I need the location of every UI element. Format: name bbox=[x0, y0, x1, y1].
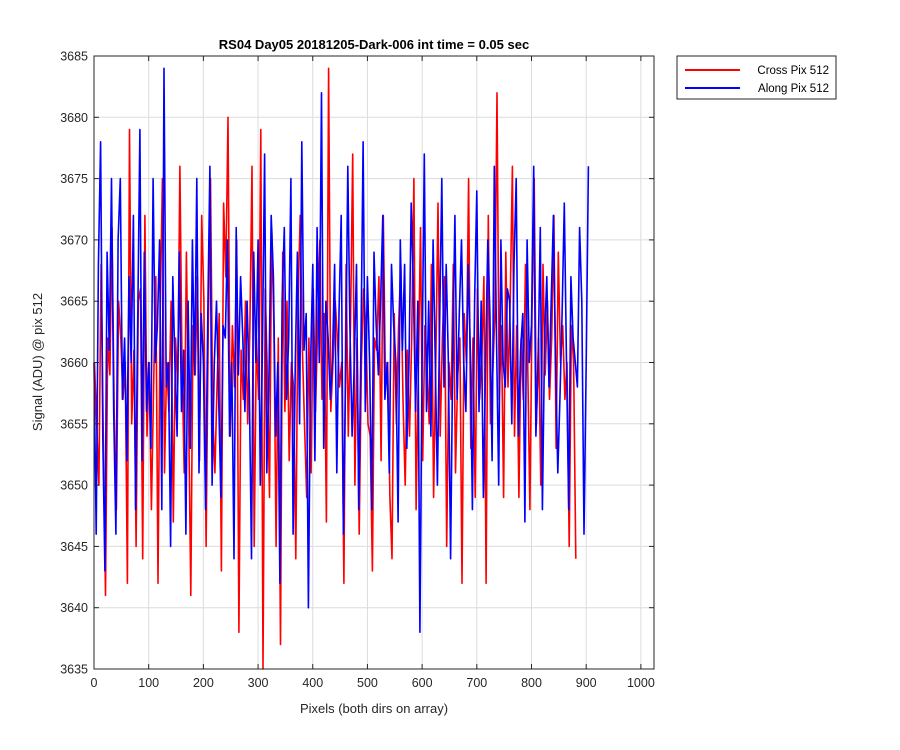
y-tick-label: 3660 bbox=[60, 356, 88, 370]
x-tick-label: 600 bbox=[412, 676, 433, 690]
y-tick-label: 3685 bbox=[60, 50, 88, 64]
y-tick-label: 3665 bbox=[60, 295, 88, 309]
y-tick-label: 3635 bbox=[60, 663, 88, 677]
series-layer bbox=[93, 67, 590, 670]
x-tick-label: 200 bbox=[193, 676, 214, 690]
legend-label-cross-pix-512: Cross Pix 512 bbox=[757, 65, 829, 77]
legend-box bbox=[676, 55, 837, 100]
x-tick-label: 800 bbox=[521, 676, 542, 690]
x-tick-label: 300 bbox=[248, 676, 269, 690]
y-tick-label: 3645 bbox=[60, 540, 88, 554]
y-tick-label: 3655 bbox=[60, 417, 88, 431]
legend: Cross Pix 512 Along Pix 512 bbox=[676, 55, 837, 100]
x-tick-label: 0 bbox=[91, 676, 98, 690]
y-axis-label: Signal (ADU) @ pix 512 bbox=[30, 293, 45, 431]
y-tick-label: 3650 bbox=[60, 479, 88, 493]
x-tick-label: 400 bbox=[302, 676, 323, 690]
x-tick-label: 1000 bbox=[627, 676, 655, 690]
x-axis-label: Pixels (both dirs on array) bbox=[300, 701, 448, 716]
y-tick-label: 3675 bbox=[60, 172, 88, 186]
chart-title: RS04 Day05 20181205-Dark-006 int time = … bbox=[219, 37, 529, 52]
x-tick-label: 100 bbox=[138, 676, 159, 690]
x-tick-label: 500 bbox=[357, 676, 378, 690]
y-tick-label: 3670 bbox=[60, 233, 88, 247]
x-tick-label: 700 bbox=[466, 676, 487, 690]
axis-ticks bbox=[93, 55, 654, 670]
series-line-along-pix-512 bbox=[93, 67, 590, 634]
y-tick-label: 3640 bbox=[60, 601, 88, 615]
axis-tick-labels: 0 100 200 300 400 500 600 700 800 900 1000 3635 3640… bbox=[60, 50, 655, 691]
x-tick-label: 900 bbox=[576, 676, 597, 690]
legend-label-along-pix-512: Along Pix 512 bbox=[758, 83, 829, 95]
y-tick-label: 3680 bbox=[60, 111, 88, 125]
